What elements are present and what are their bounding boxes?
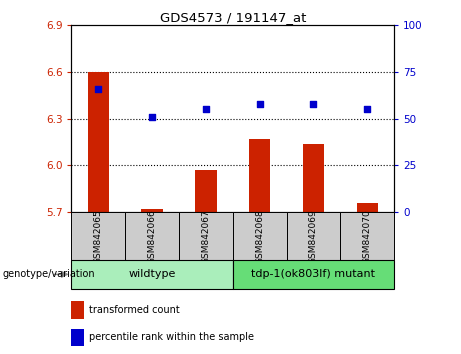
- Bar: [71, 212, 125, 260]
- Text: tdp-1(ok803lf) mutant: tdp-1(ok803lf) mutant: [252, 269, 375, 279]
- Text: GSM842066: GSM842066: [148, 209, 157, 264]
- Bar: [303, 144, 324, 212]
- Bar: [249, 139, 271, 212]
- Point: [256, 101, 263, 107]
- Bar: [71, 260, 233, 289]
- Text: GSM842067: GSM842067: [201, 209, 210, 264]
- Bar: [340, 212, 394, 260]
- Text: transformed count: transformed count: [89, 305, 180, 315]
- Point: [364, 106, 371, 112]
- Point: [310, 101, 317, 107]
- Text: GSM842065: GSM842065: [94, 209, 103, 264]
- Bar: [287, 212, 340, 260]
- Text: GSM842068: GSM842068: [255, 209, 264, 264]
- Bar: [71, 301, 84, 319]
- Text: genotype/variation: genotype/variation: [2, 269, 95, 279]
- Bar: [195, 170, 217, 212]
- Text: GSM842070: GSM842070: [363, 209, 372, 264]
- Bar: [233, 260, 394, 289]
- Title: GDS4573 / 191147_at: GDS4573 / 191147_at: [160, 11, 306, 24]
- Point: [148, 114, 156, 120]
- Text: GSM842069: GSM842069: [309, 209, 318, 264]
- Bar: [88, 72, 109, 212]
- Bar: [71, 329, 84, 346]
- Bar: [233, 212, 287, 260]
- Bar: [179, 212, 233, 260]
- Text: wildtype: wildtype: [129, 269, 176, 279]
- Text: percentile rank within the sample: percentile rank within the sample: [89, 332, 254, 342]
- Point: [95, 86, 102, 91]
- Bar: [142, 209, 163, 212]
- Bar: [356, 203, 378, 212]
- Bar: [125, 212, 179, 260]
- Point: [202, 106, 210, 112]
